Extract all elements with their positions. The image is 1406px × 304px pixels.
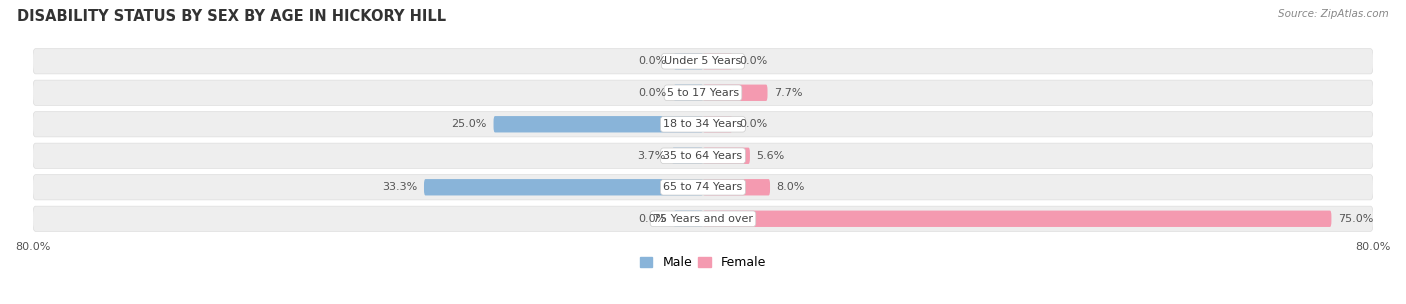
Text: 33.3%: 33.3% xyxy=(382,182,418,192)
Text: 35 to 64 Years: 35 to 64 Years xyxy=(664,151,742,161)
FancyBboxPatch shape xyxy=(703,85,768,101)
Text: 0.0%: 0.0% xyxy=(638,214,666,224)
Text: 5.6%: 5.6% xyxy=(756,151,785,161)
Text: 25.0%: 25.0% xyxy=(451,119,486,129)
Text: 18 to 34 Years: 18 to 34 Years xyxy=(664,119,742,129)
FancyBboxPatch shape xyxy=(32,143,1374,168)
Text: 7.7%: 7.7% xyxy=(775,88,803,98)
FancyBboxPatch shape xyxy=(32,49,1374,74)
Text: 8.0%: 8.0% xyxy=(776,182,806,192)
Text: 0.0%: 0.0% xyxy=(740,119,768,129)
FancyBboxPatch shape xyxy=(673,53,703,69)
FancyBboxPatch shape xyxy=(703,116,733,133)
Legend: Male, Female: Male, Female xyxy=(636,251,770,275)
Text: 5 to 17 Years: 5 to 17 Years xyxy=(666,88,740,98)
FancyBboxPatch shape xyxy=(32,206,1374,231)
FancyBboxPatch shape xyxy=(703,147,749,164)
FancyBboxPatch shape xyxy=(673,211,703,227)
FancyBboxPatch shape xyxy=(673,85,703,101)
FancyBboxPatch shape xyxy=(494,116,703,133)
Text: Source: ZipAtlas.com: Source: ZipAtlas.com xyxy=(1278,9,1389,19)
FancyBboxPatch shape xyxy=(32,175,1374,200)
FancyBboxPatch shape xyxy=(703,211,1331,227)
Text: 75 Years and over: 75 Years and over xyxy=(652,214,754,224)
Text: Under 5 Years: Under 5 Years xyxy=(665,56,741,66)
FancyBboxPatch shape xyxy=(32,80,1374,105)
Text: 0.0%: 0.0% xyxy=(740,56,768,66)
Text: DISABILITY STATUS BY SEX BY AGE IN HICKORY HILL: DISABILITY STATUS BY SEX BY AGE IN HICKO… xyxy=(17,9,446,24)
FancyBboxPatch shape xyxy=(703,179,770,195)
FancyBboxPatch shape xyxy=(32,112,1374,137)
Text: 65 to 74 Years: 65 to 74 Years xyxy=(664,182,742,192)
Text: 3.7%: 3.7% xyxy=(637,151,665,161)
Text: 0.0%: 0.0% xyxy=(638,56,666,66)
FancyBboxPatch shape xyxy=(425,179,703,195)
Text: 0.0%: 0.0% xyxy=(638,88,666,98)
FancyBboxPatch shape xyxy=(703,53,733,69)
Text: 75.0%: 75.0% xyxy=(1339,214,1374,224)
FancyBboxPatch shape xyxy=(672,147,703,164)
